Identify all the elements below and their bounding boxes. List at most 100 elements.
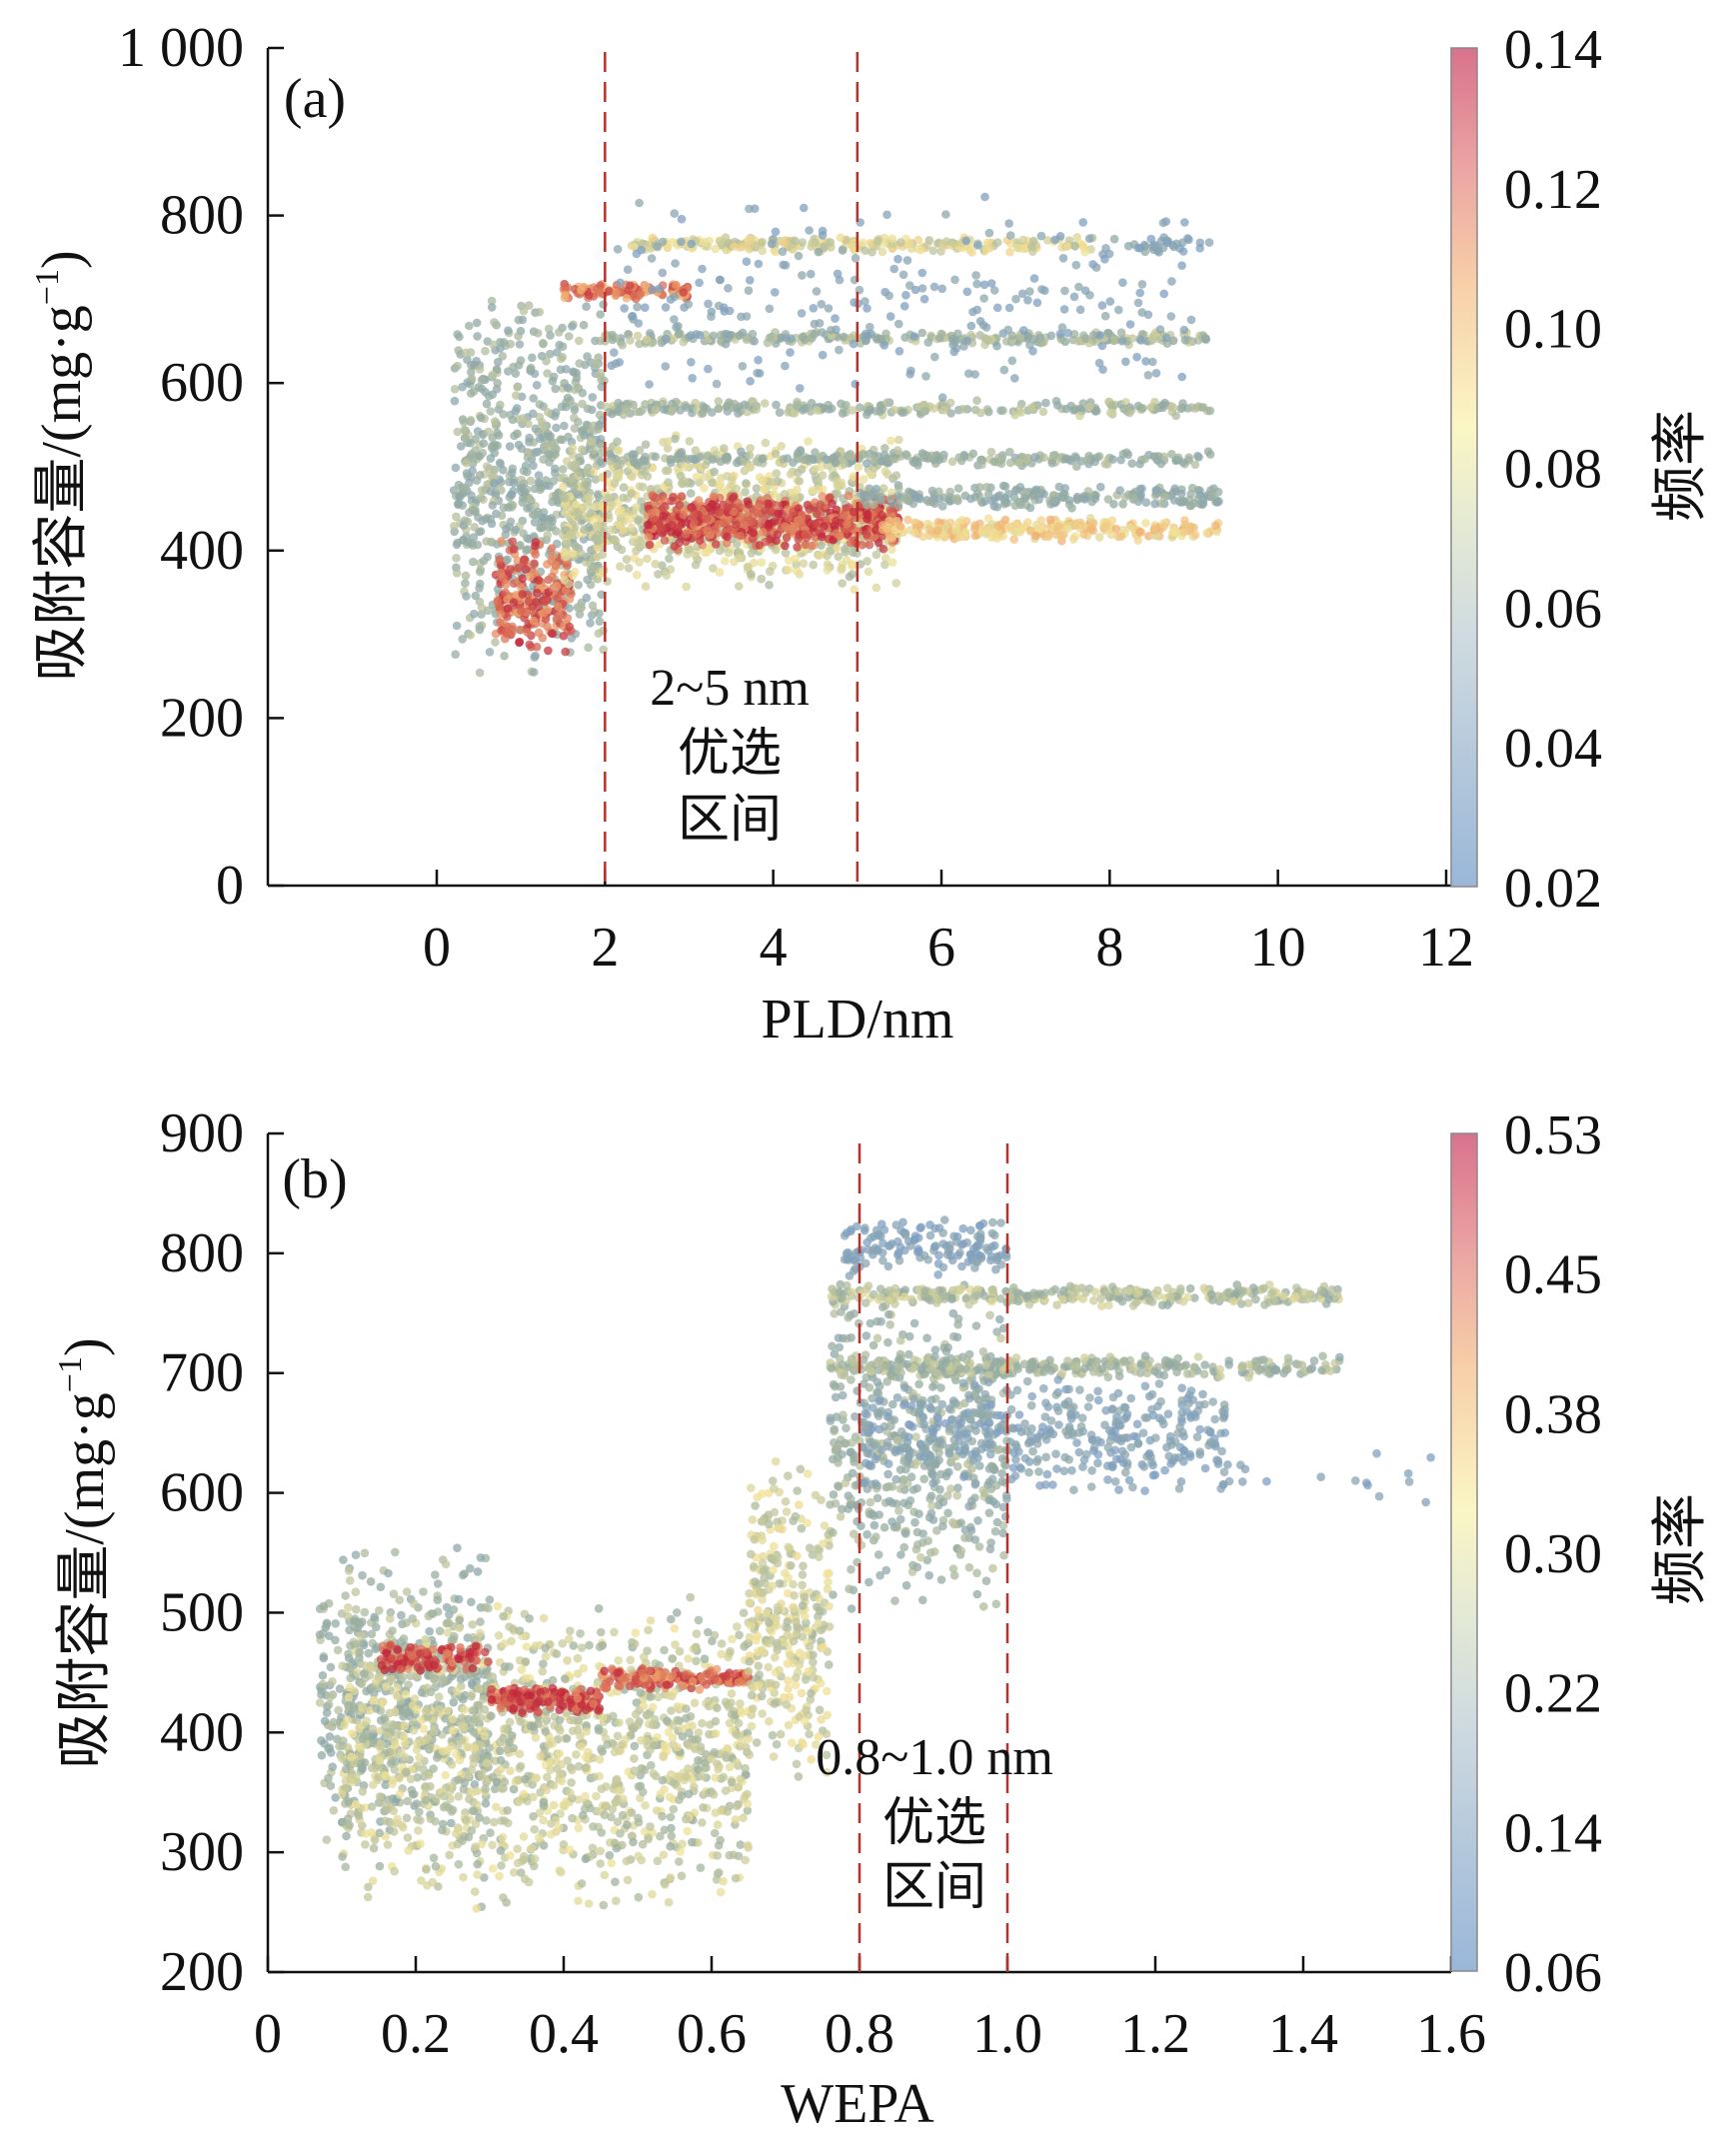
- scatter-point: [1207, 491, 1216, 500]
- scatter-point: [538, 633, 548, 643]
- scatter-point: [707, 312, 716, 322]
- scatter-point: [1075, 305, 1085, 315]
- scatter-point: [880, 560, 889, 570]
- scatter-point: [977, 456, 987, 465]
- scatter-point: [475, 668, 485, 678]
- scatter-point: [709, 331, 718, 341]
- scatter-point: [616, 278, 625, 288]
- scatter-point: [1195, 244, 1204, 253]
- scatter-point: [882, 398, 891, 408]
- x-tick-label: 0: [423, 917, 451, 979]
- scatter-point: [331, 1619, 341, 1628]
- scatter-point: [492, 1802, 501, 1812]
- scatter-point: [687, 503, 696, 512]
- scatter-point: [1132, 352, 1141, 362]
- scatter-point: [690, 518, 699, 527]
- scatter-point: [675, 538, 684, 548]
- scatter-point: [970, 524, 979, 534]
- scatter-point: [802, 533, 812, 543]
- scatter-point: [772, 400, 781, 410]
- scatter-point: [688, 374, 697, 383]
- scatter-point: [784, 513, 794, 523]
- scatter-point: [548, 376, 558, 386]
- scatter-point: [796, 384, 805, 393]
- scatter-point: [324, 1773, 333, 1783]
- scatter-point: [496, 604, 505, 613]
- y-tick-label: 800: [160, 185, 244, 247]
- scatter-point: [461, 571, 471, 581]
- scatter-point: [860, 246, 869, 255]
- scatter-point: [540, 608, 549, 618]
- scatter-point: [1179, 497, 1189, 507]
- scatter-point: [511, 525, 521, 535]
- scatter-point: [677, 492, 687, 501]
- scatter-point: [472, 476, 482, 486]
- scatter-point: [755, 369, 765, 378]
- scatter-point: [671, 259, 680, 268]
- scatter-point: [1118, 500, 1127, 509]
- scatter-point: [737, 312, 746, 322]
- scatter-point: [1158, 218, 1168, 228]
- scatter-point: [815, 319, 825, 328]
- scatter-point: [589, 446, 599, 455]
- scatter-point: [966, 321, 976, 331]
- scatter-point: [1167, 277, 1176, 286]
- scatter-point: [599, 645, 608, 655]
- scatter-point: [686, 489, 696, 498]
- scatter-point: [903, 496, 913, 506]
- scatter-point: [939, 493, 948, 503]
- scatter-point: [971, 271, 980, 280]
- scatter-point: [505, 629, 514, 639]
- scatter-point: [483, 606, 493, 616]
- scatter-point: [752, 405, 762, 414]
- scatter-point: [999, 495, 1008, 505]
- scatter-point: [552, 423, 561, 433]
- scatter-point: [1003, 325, 1012, 335]
- scatter-point: [1025, 503, 1035, 513]
- scatter-point: [992, 534, 1002, 543]
- scatter-point: [696, 1863, 706, 1872]
- scatter-point: [328, 1762, 338, 1771]
- scatter-point: [886, 436, 895, 446]
- scatter-point: [1100, 254, 1109, 264]
- scatter-point: [516, 356, 526, 365]
- scatter-point: [582, 593, 592, 603]
- scatter-point: [1103, 329, 1113, 338]
- scatter-point: [1016, 527, 1025, 537]
- scatter-point: [1029, 274, 1039, 283]
- scatter-point: [1010, 410, 1019, 420]
- scatter-point: [1053, 401, 1062, 410]
- scatter-point: [1115, 486, 1124, 495]
- scatter-point: [595, 617, 605, 626]
- scatter-point: [556, 435, 566, 444]
- scatter-point: [452, 512, 461, 522]
- scatter-point: [1103, 495, 1113, 504]
- scatter-point: [734, 498, 743, 508]
- scatter-point: [937, 284, 946, 294]
- scatter-point: [976, 408, 985, 418]
- scatter-point: [787, 334, 796, 344]
- scatter-point: [687, 239, 696, 249]
- x-tick-label: 6: [927, 917, 955, 979]
- scatter-point: [529, 394, 538, 403]
- scatter-point: [807, 541, 817, 551]
- scatter-point: [860, 329, 870, 339]
- scatter-point: [1097, 301, 1107, 310]
- scatter-point: [1080, 495, 1089, 504]
- scatter-point: [879, 341, 889, 350]
- scatter-point: [570, 402, 579, 411]
- scatter-point: [865, 492, 874, 502]
- scatter-point: [552, 614, 562, 624]
- scatter-point: [1205, 406, 1215, 416]
- scatter-point: [675, 449, 685, 459]
- scatter-point: [564, 579, 574, 589]
- scatter-point: [678, 479, 687, 489]
- scatter-point: [790, 493, 800, 502]
- scatter-point: [395, 1595, 405, 1605]
- scatter-point: [490, 318, 499, 327]
- scatter-point: [1048, 496, 1058, 506]
- scatter-point: [745, 462, 755, 472]
- scatter-point: [461, 579, 470, 588]
- scatter-point: [794, 251, 804, 261]
- scatter-point: [318, 1671, 328, 1680]
